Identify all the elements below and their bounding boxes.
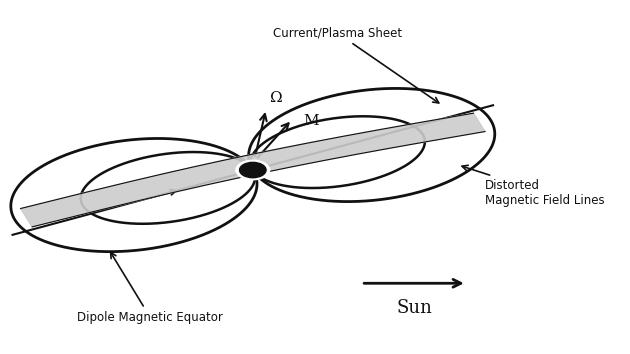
Text: Sun: Sun bbox=[396, 299, 432, 317]
Text: Distorted
Magnetic Field Lines: Distorted Magnetic Field Lines bbox=[462, 165, 604, 207]
Polygon shape bbox=[21, 113, 485, 227]
Text: M: M bbox=[303, 114, 318, 128]
Text: Dipole Magnetic Equator: Dipole Magnetic Equator bbox=[77, 252, 223, 324]
Text: Current/Plasma Sheet: Current/Plasma Sheet bbox=[273, 26, 438, 103]
Circle shape bbox=[239, 162, 266, 178]
Circle shape bbox=[236, 160, 270, 180]
Text: Ω: Ω bbox=[270, 91, 283, 104]
